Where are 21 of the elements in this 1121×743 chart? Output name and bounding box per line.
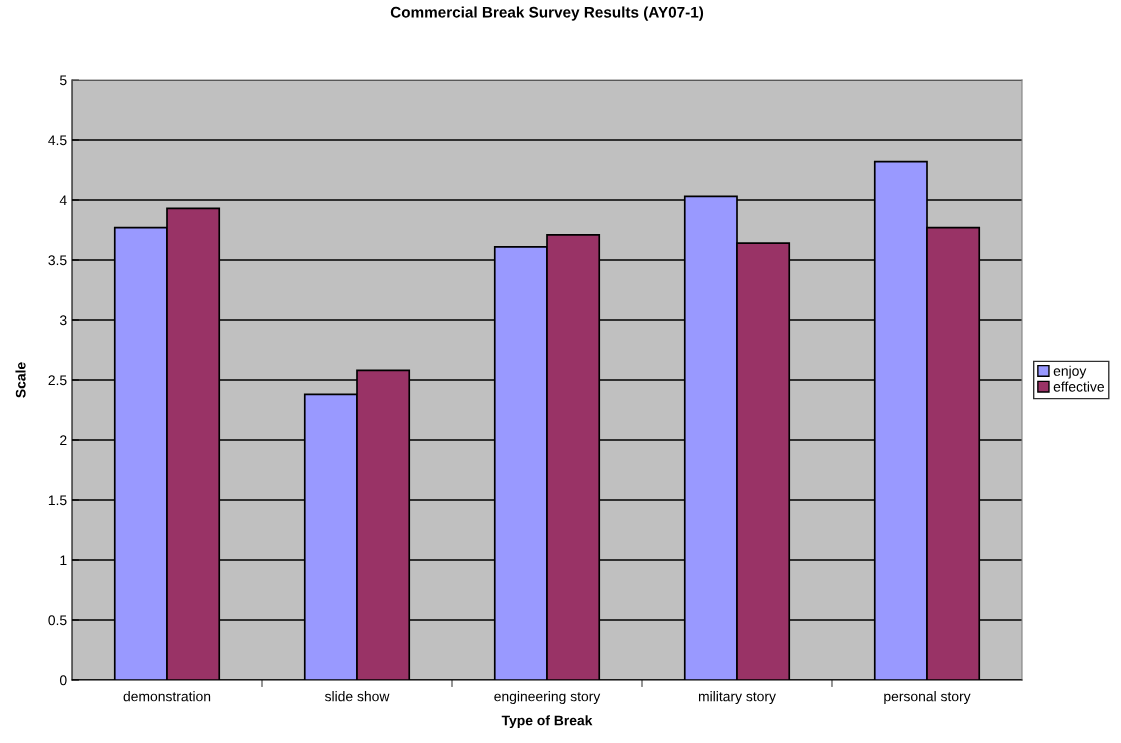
x-tick-label: personal story [884, 691, 971, 705]
y-tick-label: 3 [59, 315, 67, 326]
x-axis-title: Type of Break [501, 715, 593, 729]
y-tick-label: 4.5 [48, 135, 67, 146]
x-tick-label: military story [698, 691, 776, 705]
y-tick-label: 0 [59, 675, 67, 686]
x-tick-label: slide show [324, 691, 390, 702]
x-tick-label: engineering story [494, 691, 601, 705]
legend-label: enjoy [1053, 365, 1087, 379]
y-tick-label: 3.5 [48, 255, 67, 266]
y-tick-label: 2.5 [48, 375, 67, 386]
y-tick-label: 5 [59, 75, 67, 86]
x-tick-label: demonstration [123, 691, 211, 702]
legend-label: effective [1053, 381, 1104, 392]
y-axis-title: Scale [15, 362, 26, 398]
y-tick-label: 1 [60, 555, 67, 566]
y-tick-label: 1.5 [48, 495, 67, 506]
chart-title: Commercial Break Survey Results (AY07-1) [390, 6, 704, 21]
y-tick-label: 4 [59, 195, 67, 206]
y-tick-label: 2 [60, 435, 67, 446]
y-tick-label: 0.5 [48, 615, 67, 626]
